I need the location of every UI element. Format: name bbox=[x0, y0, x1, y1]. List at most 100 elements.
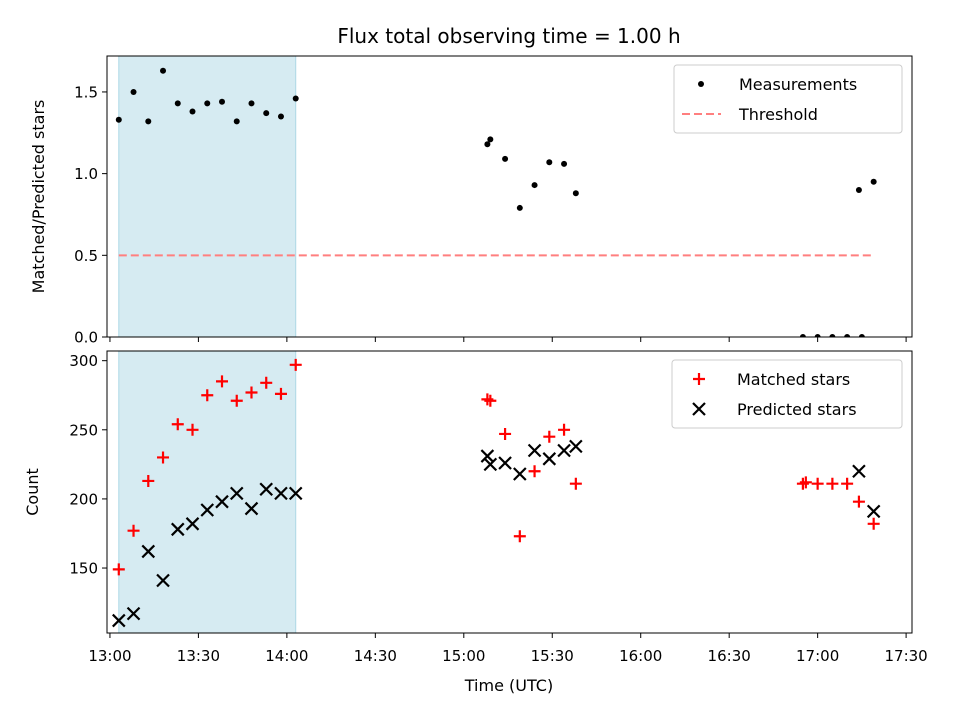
legend-label: Measurements bbox=[739, 75, 857, 94]
measurements-point bbox=[814, 334, 821, 337]
x-tick-label: 15:30 bbox=[531, 647, 574, 665]
measurements-point bbox=[531, 182, 538, 189]
matched-stars-point bbox=[186, 423, 199, 436]
matched-stars-point bbox=[558, 423, 571, 436]
x-axis-label: Time (UTC) bbox=[464, 676, 553, 695]
predicted-stars-point bbox=[126, 606, 141, 621]
matched-stars-point bbox=[852, 495, 865, 508]
measurements-point bbox=[546, 159, 553, 166]
measurements-point bbox=[502, 155, 509, 162]
x-tick-label: 16:30 bbox=[708, 647, 751, 665]
predicted-stars-point bbox=[141, 544, 156, 559]
predicted-stars-point bbox=[527, 443, 542, 458]
measurements-point bbox=[115, 116, 122, 123]
measurements-point bbox=[233, 118, 240, 125]
y-axis-label: Matched/Predicted stars bbox=[29, 100, 48, 294]
measurements-point bbox=[487, 136, 494, 143]
legend-label: Predicted stars bbox=[737, 400, 857, 419]
x-tick-label: 14:30 bbox=[354, 647, 397, 665]
matched-stars-point bbox=[513, 530, 526, 543]
matched-stars-point bbox=[528, 465, 541, 478]
axes-frame bbox=[106, 350, 913, 634]
measurements-point bbox=[561, 160, 568, 167]
predicted-stars-point bbox=[288, 486, 303, 501]
measurements-point bbox=[870, 178, 877, 185]
predicted-stars-point bbox=[185, 517, 200, 531]
measurements-point bbox=[248, 100, 255, 107]
plot-area bbox=[115, 67, 877, 337]
matched-stars-point bbox=[245, 386, 258, 399]
y-tick-label: 300 bbox=[69, 352, 98, 370]
predicted-stars-point bbox=[569, 439, 583, 454]
matched-stars-point bbox=[484, 394, 497, 407]
matched-stars-point bbox=[171, 418, 184, 431]
axes-frame bbox=[106, 55, 913, 338]
matched-stars-point bbox=[811, 477, 824, 490]
measurements-point bbox=[219, 98, 225, 105]
legend-box bbox=[673, 64, 903, 134]
matched-stars-point bbox=[260, 376, 273, 389]
matched-stars-point bbox=[230, 394, 243, 407]
legend-box bbox=[671, 359, 903, 429]
predicted-stars-point bbox=[274, 486, 288, 501]
chart-title: Flux total observing time = 1.00 h bbox=[337, 24, 680, 48]
measurements-point bbox=[145, 118, 152, 125]
legend-label: Threshold bbox=[738, 105, 818, 124]
predicted-stars-point bbox=[170, 522, 185, 537]
y-tick-label: 150 bbox=[69, 560, 98, 578]
matched-stars-point bbox=[216, 375, 228, 388]
legend: Matched stars Predicted stars bbox=[671, 359, 903, 429]
matched-stars-point bbox=[201, 389, 214, 402]
measurements-point bbox=[484, 141, 491, 148]
matched-stars-point bbox=[274, 387, 287, 400]
y-tick-label: 0.0 bbox=[74, 329, 98, 347]
measurements-point bbox=[855, 186, 862, 193]
measurements-point bbox=[277, 113, 284, 120]
legend-predicted-stars-swatch bbox=[692, 402, 706, 416]
x-tick-label: 17:30 bbox=[884, 647, 927, 665]
y-tick-label: 0.5 bbox=[74, 247, 98, 265]
predicted-stars-point bbox=[480, 449, 495, 463]
measurements-point bbox=[204, 100, 211, 107]
predicted-stars-point bbox=[852, 464, 866, 479]
measurements-point bbox=[263, 110, 270, 117]
shaded-interval bbox=[118, 55, 297, 338]
predicted-stars-point bbox=[215, 494, 229, 509]
x-tick-label: 13:30 bbox=[177, 647, 220, 665]
matched-stars-point bbox=[157, 451, 170, 464]
predicted-stars-point bbox=[866, 504, 881, 519]
matched-stars-point bbox=[127, 524, 140, 537]
y-tick-label: 250 bbox=[69, 421, 98, 439]
y-axis-label: Count bbox=[23, 468, 42, 516]
predicted-stars-point bbox=[542, 452, 557, 466]
measurements-point bbox=[160, 67, 167, 74]
y-tick-label: 1.0 bbox=[74, 165, 98, 183]
predicted-stars-point bbox=[483, 457, 498, 472]
matched-stars-point bbox=[841, 477, 854, 490]
measurements-point bbox=[292, 95, 299, 102]
x-tick-label: 14:00 bbox=[265, 647, 308, 665]
predicted-stars-point bbox=[112, 613, 126, 628]
x-tick-label: 17:00 bbox=[796, 647, 839, 665]
predicted-stars-point bbox=[513, 467, 527, 481]
matched-stars-point bbox=[543, 430, 556, 443]
matched-stars-point bbox=[867, 517, 880, 530]
measurements-point bbox=[130, 88, 137, 95]
measurements-point bbox=[858, 334, 865, 337]
legend-matched-stars-swatch bbox=[693, 373, 705, 385]
x-tick-label: 13:00 bbox=[88, 647, 131, 665]
count-panel: 150 200 250 300 13:00 13:30 14:00 14:30 15:00 15:… bbox=[23, 350, 928, 665]
predicted-stars-point bbox=[244, 501, 259, 516]
measurements-point bbox=[189, 108, 196, 115]
predicted-stars-point bbox=[200, 503, 215, 517]
matched-stars-point bbox=[142, 474, 155, 487]
matched-stars-point bbox=[499, 427, 512, 440]
measurements-point bbox=[516, 204, 523, 211]
predicted-stars-point bbox=[259, 482, 274, 497]
predicted-stars-point bbox=[557, 443, 571, 458]
y-tick-label: 1.5 bbox=[74, 83, 98, 101]
measurements-point bbox=[174, 100, 181, 107]
matched-stars-point bbox=[826, 477, 839, 490]
matched-stars-point bbox=[796, 477, 809, 490]
